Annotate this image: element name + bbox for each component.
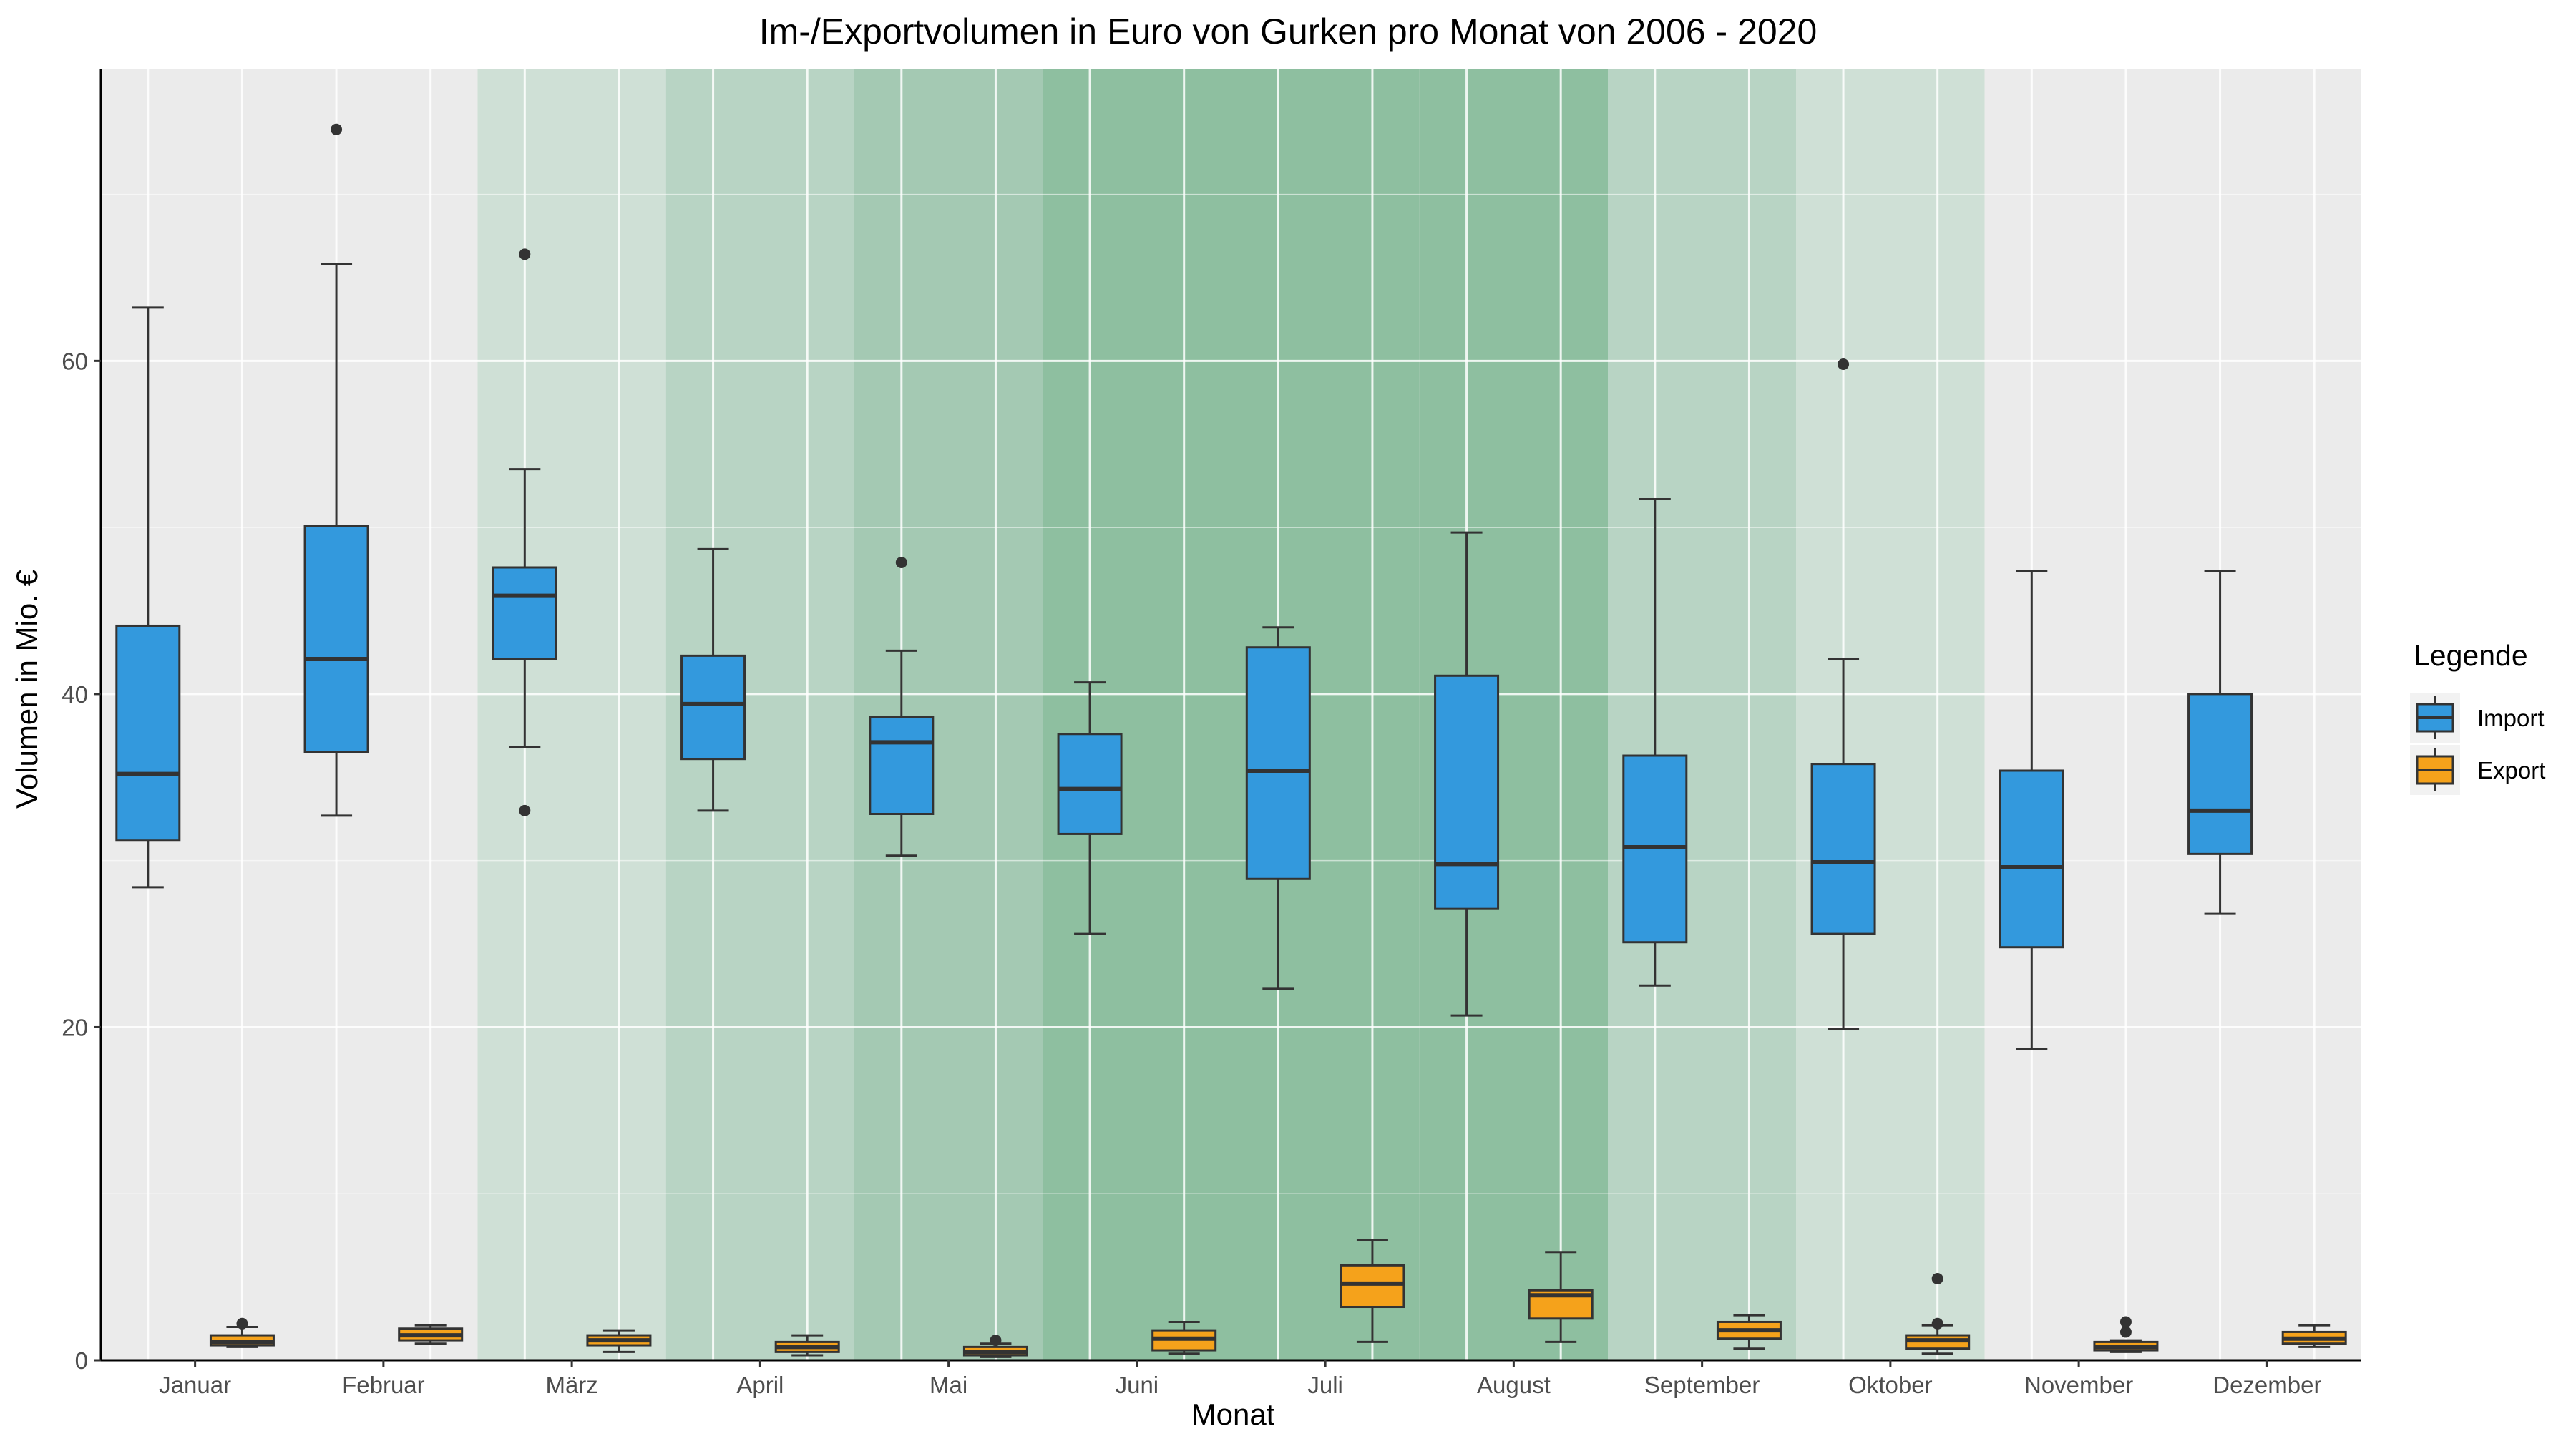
box-import-september — [1622, 498, 1688, 987]
box-import-august — [1434, 531, 1500, 1017]
box-export-juli — [1340, 1239, 1405, 1343]
boxes — [115, 123, 2347, 1358]
plot-background — [101, 69, 2361, 1360]
box-import-oktober — [1810, 358, 1876, 1030]
box-iqr — [1810, 763, 1876, 935]
axes: 0 20 40 60 Januar Februar März April Mai Juni Juli… — [62, 69, 2361, 1398]
box-iqr — [2187, 693, 2253, 855]
box-export-august — [1528, 1251, 1594, 1343]
y-axis-title: Volumen in Mio. € — [10, 570, 44, 809]
box-iqr — [680, 654, 746, 761]
x-tick-label: August — [1477, 1372, 1551, 1398]
box-import-april — [680, 547, 746, 812]
month-shading — [854, 69, 1043, 1360]
box-import-mai — [869, 557, 935, 857]
x-tick-label: April — [736, 1372, 784, 1398]
month-shading — [1796, 69, 1985, 1360]
x-tick-label: Oktober — [1848, 1372, 1932, 1398]
x-tick-label: Dezember — [2212, 1372, 2321, 1398]
legend-label-import: Import — [2477, 705, 2545, 731]
box-export-märz — [586, 1329, 652, 1353]
outlier-point — [331, 123, 343, 135]
box-iqr — [492, 566, 557, 660]
box-import-dezember — [2187, 570, 2253, 915]
box-iqr — [869, 716, 935, 816]
y-tick-label: 0 — [75, 1347, 88, 1374]
box-iqr — [115, 624, 181, 842]
box-export-september — [1716, 1314, 1782, 1350]
outlier-point — [1838, 358, 1850, 371]
box-import-juli — [1245, 626, 1311, 990]
box-iqr — [1340, 1264, 1405, 1309]
x-tick-label: Februar — [342, 1372, 425, 1398]
outlier-point — [1931, 1317, 1943, 1330]
box-export-januar — [209, 1317, 275, 1348]
box-iqr — [1999, 769, 2064, 949]
box-import-märz — [492, 248, 557, 816]
month-shading — [477, 69, 666, 1360]
box-import-november — [1999, 570, 2064, 1050]
legend: Legende Import Export — [2410, 639, 2545, 795]
box-export-april — [774, 1334, 840, 1357]
box-export-november — [2093, 1316, 2159, 1353]
x-tick-label: September — [1644, 1372, 1760, 1398]
box-iqr — [1057, 733, 1123, 835]
box-export-dezember — [2281, 1324, 2347, 1348]
month-shading — [1043, 69, 1231, 1360]
x-tick-label: Januar — [159, 1372, 231, 1398]
outlier-point — [519, 804, 531, 816]
box-export-oktober — [1905, 1272, 1971, 1355]
outlier-point — [990, 1335, 1002, 1347]
box-export-februar — [398, 1324, 464, 1345]
outlier-point — [236, 1317, 248, 1330]
outlier-point — [895, 557, 907, 569]
x-tick-label: Juni — [1116, 1372, 1159, 1398]
x-tick-label: November — [2024, 1372, 2133, 1398]
y-tick-label: 40 — [62, 681, 88, 708]
box-iqr — [1245, 646, 1311, 880]
outlier-point — [2119, 1326, 2132, 1338]
x-tick-label: Mai — [930, 1372, 967, 1398]
outlier-point — [2119, 1316, 2132, 1328]
chart-title: Im-/Exportvolumen in Euro von Gurken pro… — [759, 11, 1818, 52]
legend-label-export: Export — [2477, 757, 2545, 784]
y-tick-label: 20 — [62, 1014, 88, 1040]
box-import-januar — [115, 306, 181, 889]
outlier-point — [519, 248, 531, 260]
box-import-februar — [303, 123, 369, 817]
x-tick-label: März — [545, 1372, 597, 1398]
outlier-point — [1931, 1272, 1943, 1284]
y-tick-label: 60 — [62, 348, 88, 374]
box-export-mai — [962, 1335, 1028, 1358]
box-iqr — [1434, 674, 1500, 910]
legend-title: Legende — [2414, 639, 2528, 672]
x-tick-label: Juli — [1307, 1372, 1343, 1398]
box-export-juni — [1151, 1320, 1217, 1355]
x-axis-title: Monat — [1191, 1397, 1275, 1431]
box-iqr — [303, 525, 369, 753]
month-shading — [1608, 69, 1797, 1360]
box-import-juni — [1057, 681, 1123, 935]
